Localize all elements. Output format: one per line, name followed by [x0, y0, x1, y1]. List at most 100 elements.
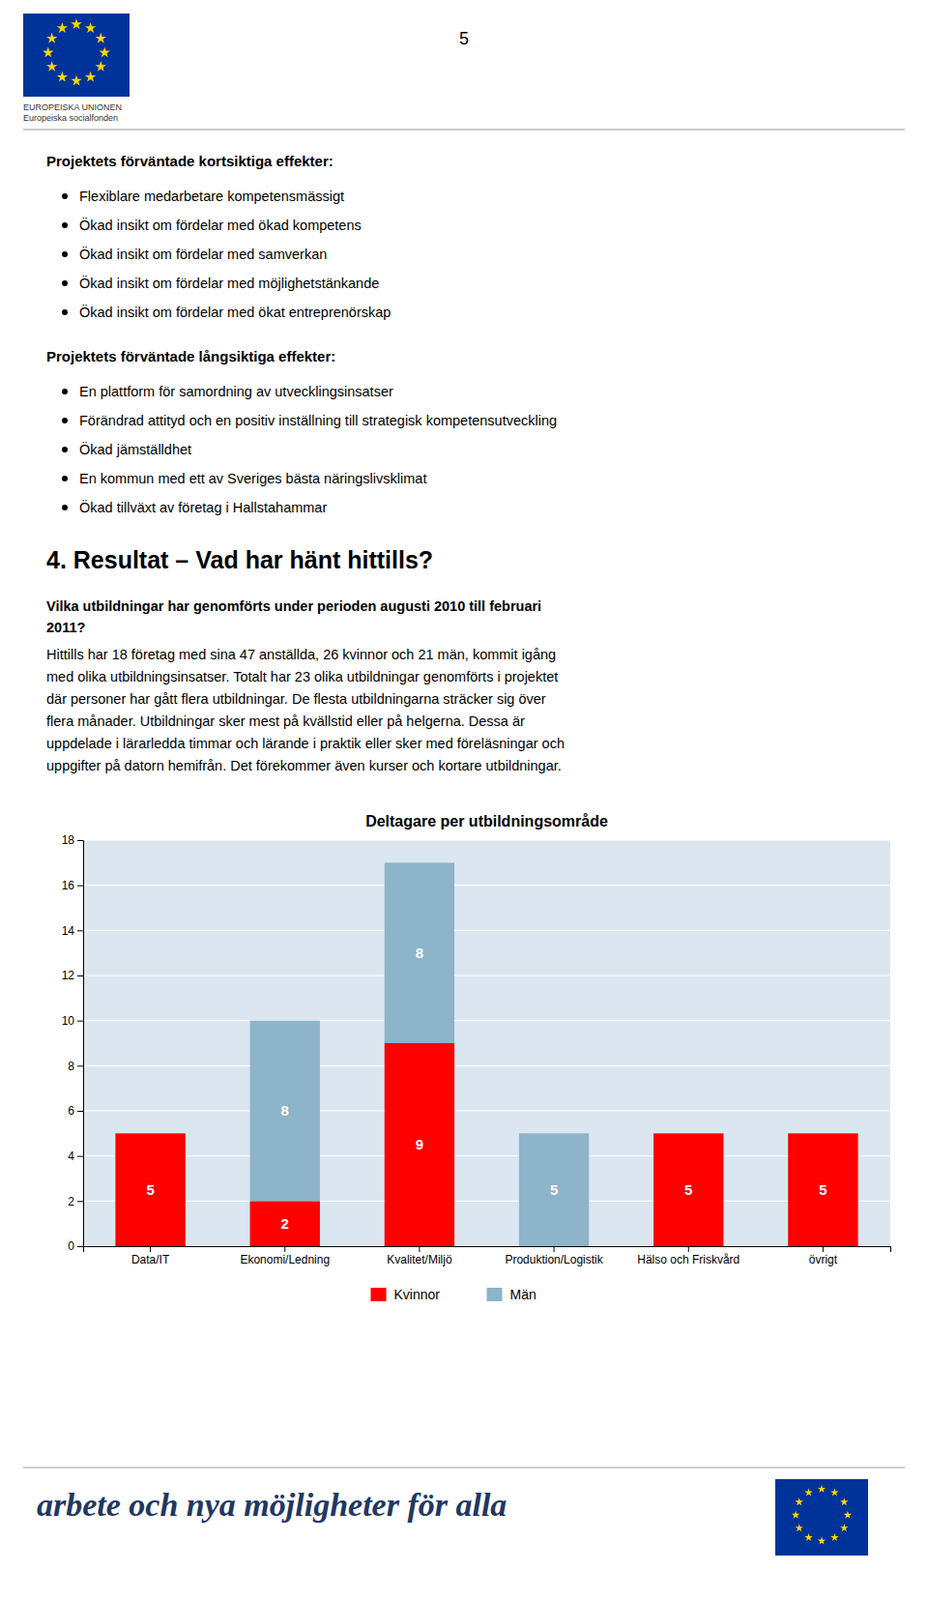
eu-star — [817, 1537, 826, 1545]
bullet — [61, 388, 68, 395]
y-tick-mark — [77, 1020, 84, 1022]
heading: Projektets förväntade kortsiktiga effekt… — [46, 152, 334, 170]
x-tick: Produktion/Logistik — [504, 1246, 604, 1267]
bullet-text: Ökad insikt om fördelar med ökat entrepr… — [79, 303, 391, 320]
question: Vilka utbildningar har genomförts under … — [46, 598, 542, 614]
y-tick-label: 4 — [67, 1149, 75, 1163]
grid-line — [83, 840, 891, 841]
x-tick: Hälso och Friskvård — [637, 1246, 740, 1267]
data-label: 8 — [415, 944, 424, 961]
section-title: 4. Resultat – Vad har hänt hittills? — [46, 546, 434, 574]
y-tick-mark — [77, 840, 84, 841]
y-tick: 14 — [61, 924, 84, 938]
eu-star — [843, 1510, 852, 1519]
y-tick: 6 — [67, 1103, 84, 1118]
bullet — [61, 475, 68, 482]
bar — [115, 1132, 185, 1247]
eu-star — [830, 1487, 839, 1496]
y-tick-mark — [77, 885, 84, 887]
grid — [83, 840, 891, 1247]
bar — [787, 1132, 858, 1247]
bullet — [61, 309, 68, 316]
footer-text: arbete och nya möjligheter för alla — [36, 1486, 507, 1523]
bullet — [61, 417, 68, 424]
y-tick-label: 16 — [61, 878, 76, 893]
bullet-text: Ökad insikt om fördelar med möjlighetstä… — [79, 274, 379, 291]
x-axis: Data/IT Ekonomi/Ledning Kvalitet/Miljö Prod… — [84, 1246, 892, 1267]
y-axis-line — [77, 841, 85, 1247]
separator — [23, 1467, 905, 1469]
y-tick-mark — [77, 975, 84, 977]
bar — [653, 1132, 724, 1247]
eu-star — [840, 1497, 848, 1506]
eu-star — [85, 22, 96, 33]
grid-line — [83, 1200, 891, 1202]
legend-item: Män — [487, 1286, 537, 1303]
eu-star — [70, 75, 82, 87]
grid-line — [83, 1065, 891, 1067]
bar — [384, 1043, 455, 1247]
grid-line — [83, 884, 891, 886]
bullet-text: Ökad insikt om fördelar med samverkan — [79, 245, 327, 262]
question: 2011? — [46, 619, 86, 636]
eu-star — [791, 1510, 800, 1519]
y-tick-label: 8 — [67, 1059, 75, 1073]
x-tick: Ekonomi/Ledning — [239, 1246, 330, 1267]
bar — [250, 1020, 320, 1202]
y-tick-mark — [77, 1110, 84, 1112]
y-tick: 4 — [67, 1149, 84, 1163]
page-number: 5 — [459, 29, 469, 49]
eu-star — [57, 22, 68, 33]
legend-label: Män — [510, 1286, 537, 1303]
bar — [115, 1132, 185, 1134]
data-labels: 52955885 — [145, 944, 827, 1232]
bullet — [61, 280, 68, 287]
y-tick: 18 — [61, 833, 84, 847]
x-tick-label: Ekonomi/Ledning — [239, 1252, 330, 1267]
page: EUROPEISKA UNIONENEuropeiska socialfonde… — [0, 0, 928, 1600]
x-tick-mark — [553, 1246, 555, 1252]
eu-logo — [23, 13, 130, 97]
x-tick-label: Data/IT — [131, 1252, 171, 1267]
chart-title: Deltagare per utbildningsområde — [365, 812, 609, 830]
legend-label: Kvinnor — [394, 1286, 441, 1303]
eu-star — [95, 32, 107, 44]
y-axis: 024681012141618 — [61, 833, 85, 1253]
header-text: EUROPEISKA UNIONEN — [23, 102, 122, 113]
eu-star — [840, 1523, 848, 1532]
eu-star — [804, 1487, 812, 1496]
body-text: där personer har gått flera utbildningar… — [46, 691, 547, 707]
x-tick-label: Kvalitet/Miljö — [386, 1252, 453, 1267]
bullet-text: Ökad insikt om fördelar med ökad kompete… — [79, 216, 362, 233]
bullet — [61, 504, 68, 511]
bar — [787, 1132, 858, 1134]
heading: Projektets förväntade långsiktiga effekt… — [46, 348, 336, 365]
bullet — [61, 446, 68, 453]
x-axis-line — [84, 1247, 892, 1253]
body-text: uppgifter på datorn hemifrån. Det föreko… — [46, 757, 562, 774]
bar — [384, 862, 455, 1044]
bullet — [61, 251, 68, 258]
eu-star — [70, 18, 82, 29]
x-tick-mark — [688, 1246, 690, 1252]
data-label: 5 — [145, 1181, 154, 1198]
bullet-text: En kommun med ett av Sveriges bästa näri… — [79, 470, 427, 487]
x-tick-label: Produktion/Logistik — [504, 1252, 604, 1267]
data-label: 5 — [684, 1181, 693, 1198]
x-tick-mark — [822, 1246, 824, 1252]
series — [115, 1043, 858, 1247]
y-tick: 10 — [61, 1014, 84, 1028]
x-tick-label: övrigt — [809, 1252, 839, 1267]
grid-line — [83, 975, 891, 977]
y-tick: 16 — [61, 878, 84, 893]
eu-star — [830, 1533, 839, 1541]
x-tick-mark — [149, 1246, 151, 1252]
legend-swatch — [371, 1287, 387, 1302]
eu-star — [85, 71, 96, 83]
bars — [115, 862, 858, 1247]
legend-swatch — [487, 1287, 503, 1302]
y-tick-label: 10 — [61, 1014, 76, 1028]
eu-star — [46, 32, 58, 44]
eu-flag — [775, 1479, 869, 1556]
eu-star — [817, 1484, 826, 1493]
